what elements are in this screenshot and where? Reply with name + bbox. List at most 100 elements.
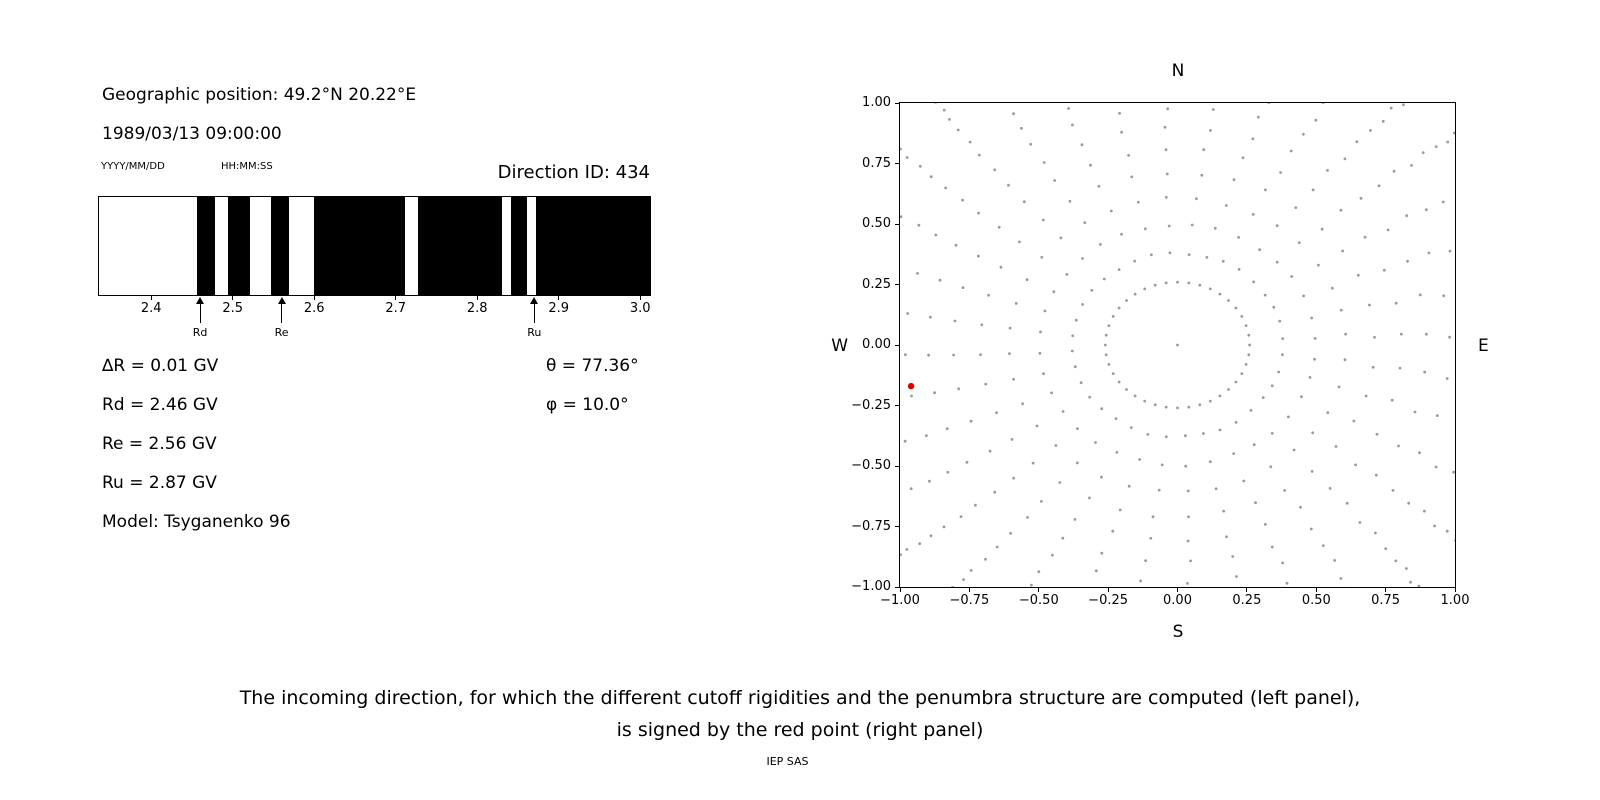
- scatter-x-tick: [1107, 588, 1109, 592]
- scatter-dot: [1398, 366, 1402, 370]
- scatter-dot: [979, 353, 982, 356]
- scatter-dot: [1331, 286, 1334, 290]
- scatter-dot: [934, 103, 937, 104]
- scatter-dot: [1118, 508, 1122, 512]
- scatter-dot: [1133, 292, 1137, 296]
- scatter-dot: [1248, 343, 1251, 347]
- scatter-dot: [999, 265, 1003, 269]
- scatter-dot: [942, 108, 946, 112]
- scatter-dot: [1168, 251, 1172, 255]
- scatter-dot: [1079, 381, 1083, 385]
- scatter-dot: [1254, 501, 1257, 505]
- scatter-dot: [1269, 465, 1273, 469]
- scatter-dot: [1088, 395, 1092, 399]
- scatter-dot: [1355, 140, 1359, 144]
- re-marker-label: Re: [274, 326, 289, 339]
- ru-value: Ru = 2.87 GV: [102, 473, 217, 493]
- scatter-dot: [965, 460, 969, 464]
- scatter-dot: [1037, 570, 1041, 574]
- scatter-dot: [1413, 410, 1417, 414]
- scatter-dot: [1281, 337, 1285, 340]
- scatter-dot: [1418, 451, 1421, 455]
- scatter-y-tick-label: 0.00: [862, 337, 891, 352]
- scatter-dot: [1190, 223, 1194, 227]
- scatter-dot: [1118, 112, 1121, 115]
- scatter-dot: [1164, 281, 1168, 285]
- scatter-dot: [1165, 172, 1169, 176]
- scatter-dot: [948, 118, 951, 121]
- scatter-dot: [1374, 531, 1377, 535]
- scatter-dot: [1198, 403, 1202, 407]
- scatter-dot: [1381, 119, 1385, 123]
- scatter-dot: [1302, 132, 1305, 136]
- scatter-dot: [1434, 145, 1438, 148]
- scatter-dot: [1218, 292, 1222, 296]
- scatter-dot: [968, 140, 972, 144]
- scatter-y-tick-label: −0.50: [851, 458, 891, 473]
- scatter-x-tick-label: 0.75: [1371, 593, 1401, 608]
- scatter-dot: [1030, 583, 1033, 587]
- scatter-dot: [1299, 505, 1302, 509]
- penumbra-band: [227, 197, 250, 295]
- scatter-dot: [1059, 236, 1063, 240]
- ru-arrow-shaft: [533, 303, 535, 323]
- scatter-dot: [1187, 405, 1191, 409]
- scatter-dot: [1279, 171, 1282, 174]
- scatter-dot: [957, 387, 961, 391]
- scatter-dot: [917, 223, 921, 227]
- penumbra-x-tick: [395, 296, 397, 300]
- scatter-dot: [1232, 452, 1236, 455]
- scatter-dot: [1221, 259, 1225, 263]
- scatter-dot: [1054, 444, 1058, 447]
- scatter-dot: [1088, 496, 1091, 500]
- scatter-x-tick: [1246, 588, 1248, 592]
- scatter-dot: [1143, 399, 1147, 403]
- scatter-dot: [1117, 380, 1121, 384]
- scatter-dot: [1065, 273, 1069, 276]
- scatter-dot: [1314, 118, 1318, 122]
- scatter-dot: [1050, 391, 1053, 395]
- scatter-dot: [1345, 501, 1349, 505]
- scatter-x-tick: [1315, 588, 1317, 592]
- penumbra-x-tick: [639, 296, 641, 300]
- scatter-dot: [1309, 527, 1313, 531]
- scatter-dot: [1138, 458, 1141, 461]
- scatter-dot: [954, 243, 958, 247]
- scatter-dot: [1297, 241, 1301, 245]
- scatter-dot: [1240, 315, 1244, 318]
- scatter-dot: [1434, 465, 1438, 469]
- scatter-dot: [1394, 559, 1398, 563]
- scatter-dot: [1040, 500, 1043, 503]
- scatter-dot: [1300, 395, 1303, 399]
- scatter-dot: [1235, 575, 1238, 578]
- asymptotic-directions-scatter: [900, 103, 1455, 587]
- penumbra-x-tick: [476, 296, 478, 300]
- scatter-dot: [900, 215, 903, 219]
- scatter-dot: [1427, 251, 1431, 255]
- scatter-x-tick-label: −1.00: [880, 593, 920, 608]
- scatter-dot: [1157, 488, 1161, 492]
- scatter-dot: [1371, 365, 1375, 369]
- scatter-dot: [1448, 335, 1451, 339]
- scatter-dot: [1089, 163, 1092, 167]
- scatter-dot: [1103, 343, 1107, 347]
- scatter-dot: [1234, 421, 1238, 424]
- scatter-dot: [944, 186, 947, 190]
- scatter-dot: [1237, 236, 1240, 239]
- scatter-dot: [1386, 228, 1390, 232]
- scatter-dot: [1406, 259, 1409, 263]
- scatter-dot: [1249, 409, 1253, 412]
- scatter-dot: [1125, 299, 1128, 302]
- scatter-dot: [1311, 431, 1315, 435]
- scatter-dot: [1008, 326, 1012, 330]
- scatter-dot: [1061, 410, 1065, 413]
- scatter-dot: [959, 515, 963, 518]
- scatter-dot: [1321, 103, 1325, 105]
- scatter-dot: [1397, 444, 1400, 448]
- scatter-dot: [1068, 199, 1072, 203]
- scatter-dot: [1111, 529, 1115, 533]
- scatter-dot: [938, 278, 942, 282]
- scatter-dot: [1104, 333, 1108, 337]
- scatter-dot: [1012, 476, 1015, 480]
- scatter-dot: [1009, 531, 1013, 535]
